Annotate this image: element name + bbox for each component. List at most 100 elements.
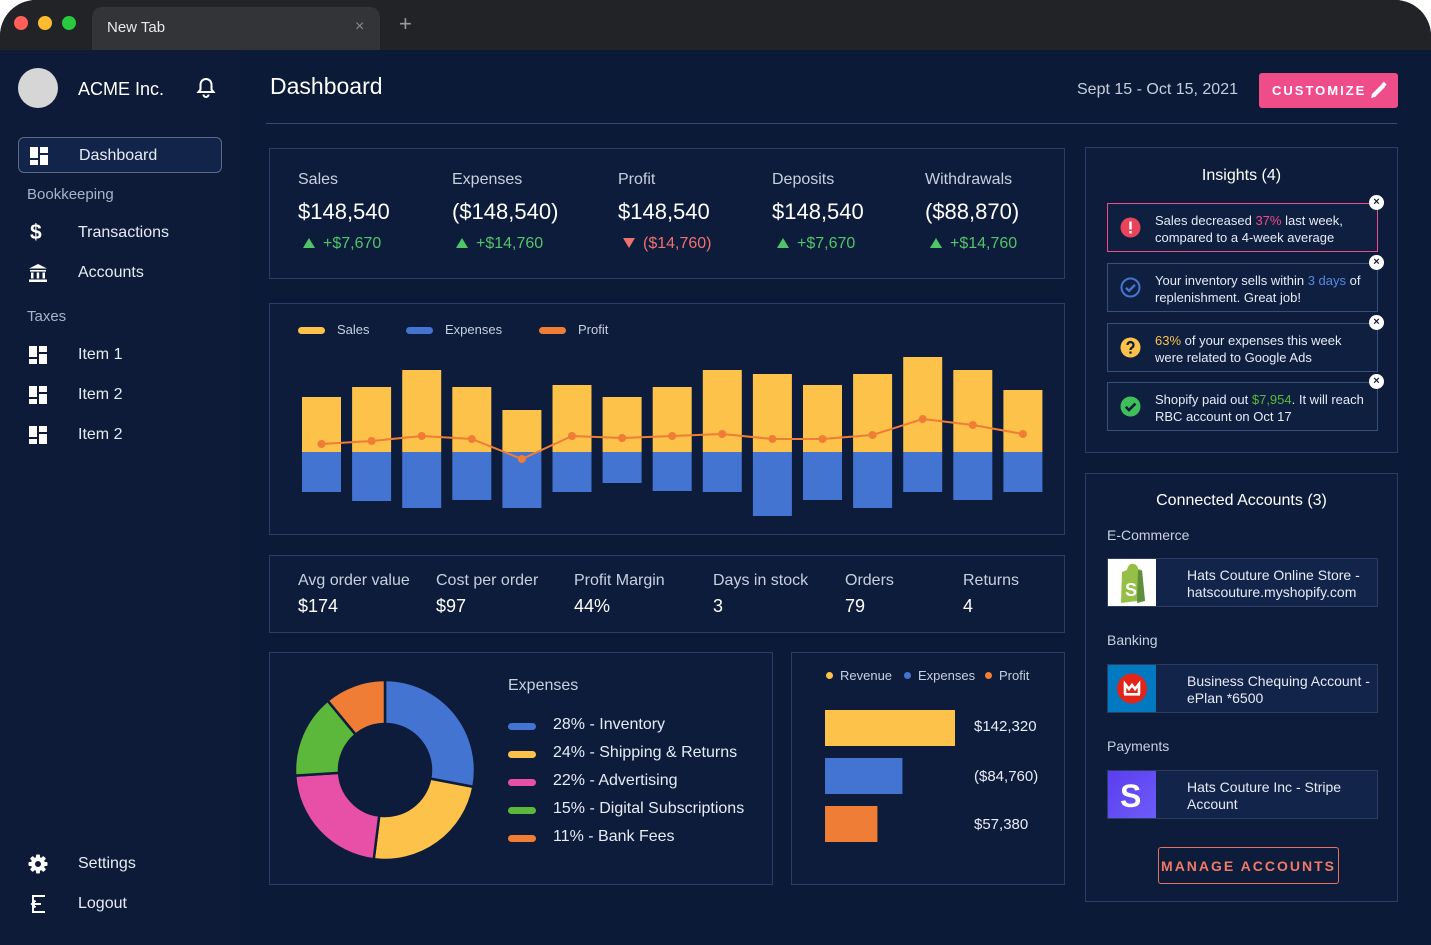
- sidebar-item-logout[interactable]: Logout: [18, 886, 222, 922]
- sidebar-item-item-1[interactable]: Item 1: [18, 337, 222, 373]
- sales-expenses-profit-chart: [302, 357, 1043, 516]
- donut-title: Expenses: [508, 677, 579, 694]
- revenue-value-label: $142,320: [974, 718, 1037, 735]
- check-icon: [1120, 396, 1141, 422]
- donut-slice: [293, 771, 381, 861]
- metric-label: Profit Margin: [574, 572, 665, 589]
- insight-text-pre: Your inventory sells within: [1155, 273, 1308, 288]
- stat-label: Sales: [298, 171, 339, 188]
- legend-label: 24% - Shipping & Returns: [553, 744, 738, 761]
- account-card-stripe[interactable]: S Hats Couture Inc - Stripe Account: [1107, 770, 1378, 819]
- sidebar-item-accounts[interactable]: Accounts: [18, 255, 222, 291]
- expenses-bar: [853, 452, 893, 508]
- legend-swatch: [508, 751, 536, 758]
- dismiss-insight-icon[interactable]: ×: [1369, 374, 1384, 389]
- sidebar-item-settings[interactable]: Settings: [18, 846, 222, 882]
- sales-bar: [602, 397, 642, 452]
- insight-highlight: $7,954: [1251, 392, 1292, 407]
- profit-point: [868, 431, 877, 439]
- legend-expenses: Expenses: [918, 668, 976, 683]
- section-banking: Banking: [1107, 632, 1158, 648]
- insight-highlight: 3 days: [1307, 273, 1347, 288]
- pencil-icon: [1368, 81, 1388, 106]
- expenses-bar: [803, 452, 842, 500]
- stats-panel: Sales $148,540 +$7,670 Expenses ($148,54…: [269, 148, 1065, 279]
- dismiss-insight-icon[interactable]: ×: [1369, 255, 1384, 270]
- minimize-window-button[interactable]: [38, 16, 52, 30]
- insight-card[interactable]: 63% of your expenses this week were rela…: [1107, 323, 1378, 372]
- insight-text-post: last week, compared to a 4-week average: [1155, 213, 1343, 245]
- legend-expenses-swatch: [406, 327, 433, 334]
- legend-label: 28% - Inventory: [553, 716, 666, 733]
- sidebar-item-item-2b[interactable]: Item 2: [18, 417, 222, 453]
- question-icon: [1120, 337, 1141, 363]
- browser-tab[interactable]: New Tab ×: [92, 7, 380, 50]
- legend-profit-dot: [985, 672, 992, 679]
- maximize-window-button[interactable]: [62, 16, 76, 30]
- expenses-bar: [1003, 452, 1043, 492]
- stat-value: $148,540: [618, 199, 710, 224]
- stat-value: $148,540: [772, 199, 864, 224]
- dismiss-insight-icon[interactable]: ×: [1369, 195, 1384, 210]
- company-name: ACME Inc.: [78, 79, 165, 99]
- sidebar-item-label: Accounts: [78, 264, 144, 281]
- account-card-bank[interactable]: Business Chequing Account - ePlan *6500: [1107, 664, 1378, 713]
- expenses-bar: [352, 452, 392, 501]
- date-range[interactable]: Sept 15 - Oct 15, 2021: [1077, 81, 1238, 98]
- legend-revenue: Revenue: [840, 668, 893, 683]
- profit-value-label: $57,380: [974, 816, 1029, 833]
- sidebar-item-transactions[interactable]: $ Transactions: [18, 215, 222, 251]
- legend-sales: Sales: [337, 322, 370, 337]
- metric-value: $174: [298, 596, 339, 616]
- stat-value: $148,540: [298, 199, 390, 224]
- insight-card[interactable]: Shopify paid out $7,954. It will reach R…: [1107, 382, 1378, 431]
- donut-slice: [372, 777, 475, 862]
- expenses-bar: [652, 452, 692, 491]
- manage-accounts-button[interactable]: MANAGE ACCOUNTS: [1158, 847, 1339, 884]
- sales-bar: [1003, 390, 1043, 452]
- account-name: Hats Couture Inc - Stripe Account: [1187, 779, 1342, 812]
- browser-titlebar: New Tab × +: [0, 0, 1431, 50]
- expenses-value-label: ($84,760): [974, 768, 1039, 785]
- bell-icon[interactable]: [196, 77, 216, 104]
- expenses-bar: [953, 452, 993, 500]
- close-window-button[interactable]: [14, 16, 28, 30]
- stat-value: ($148,540): [452, 199, 559, 224]
- section-payments: Payments: [1107, 738, 1170, 754]
- stat-change-value: ($14,760): [643, 235, 712, 252]
- tab-title: New Tab: [107, 19, 166, 36]
- avatar[interactable]: [18, 68, 58, 108]
- metric-label: Orders: [845, 572, 894, 589]
- close-tab-icon[interactable]: ×: [355, 18, 365, 35]
- profit-point: [618, 434, 627, 442]
- sidebar-item-dashboard[interactable]: Dashboard: [18, 137, 222, 173]
- donut-slice: [325, 678, 387, 737]
- metric-value: 3: [713, 596, 724, 616]
- insight-card[interactable]: Your inventory sells within 3 days of re…: [1107, 263, 1378, 312]
- customize-button[interactable]: CUSTOMIZE: [1259, 73, 1398, 108]
- insight-text-post: of your expenses this week were related …: [1155, 333, 1342, 365]
- account-card-shopify[interactable]: S Hats Couture Online Store - hatscoutur…: [1107, 558, 1378, 607]
- bank-icon: [28, 263, 48, 288]
- insight-text-post: . It will reach RBC account on Oct 17: [1155, 392, 1364, 424]
- dashboard-icon: [29, 146, 49, 171]
- account-name: Business Chequing Account - ePlan *6500: [1187, 673, 1370, 706]
- sales-bar: [853, 374, 893, 452]
- legend-sales-swatch: [298, 327, 325, 334]
- metric-value: 44%: [574, 596, 611, 616]
- new-tab-icon[interactable]: +: [399, 11, 412, 36]
- stat-change: +$7,670: [303, 235, 381, 253]
- connected-accounts-panel: Connected Accounts (3) E-Commerce S Hats…: [1085, 473, 1398, 902]
- insight-card[interactable]: Sales decreased 37% last week, compared …: [1107, 203, 1378, 252]
- bmo-logo: [1108, 665, 1156, 712]
- horizontal-bar: [825, 806, 878, 842]
- svg-text:S: S: [1120, 778, 1141, 814]
- expenses-bar: [452, 452, 492, 500]
- dashboard-icon: [28, 425, 48, 450]
- dismiss-insight-icon[interactable]: ×: [1369, 315, 1384, 330]
- legend-profit: Profit: [999, 668, 1030, 683]
- sidebar-item-item-2[interactable]: Item 2: [18, 377, 222, 413]
- page-title: Dashboard: [270, 73, 383, 99]
- legend-expenses-dot: [904, 672, 911, 679]
